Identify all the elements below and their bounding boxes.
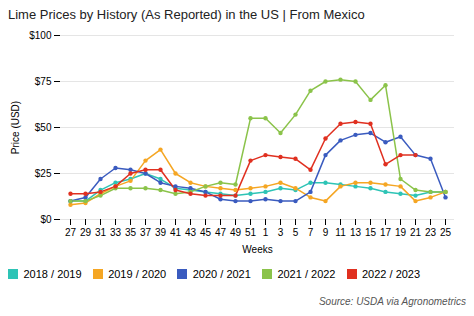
svg-text:49: 49 (230, 227, 242, 238)
svg-text:9: 9 (323, 227, 329, 238)
svg-text:11: 11 (335, 227, 346, 238)
svg-text:$75: $75 (35, 76, 52, 87)
svg-text:25: 25 (440, 227, 452, 238)
svg-text:Weeks: Weeks (242, 244, 272, 255)
svg-text:Price (USD): Price (USD) (10, 101, 21, 154)
html-text:2020 / 2021: 2020 / 2021 (192, 267, 251, 280)
svg-text:19: 19 (395, 227, 407, 238)
svg-text:$100: $100 (29, 30, 52, 41)
html-text:2021 / 2022: 2021 / 2022 (277, 267, 336, 280)
svg-text:35: 35 (125, 227, 137, 238)
svg-text:47: 47 (215, 227, 227, 238)
svg-text:5: 5 (293, 227, 299, 238)
html-text:2018 / 2019: 2018 / 2019 (23, 267, 82, 280)
svg-text:17: 17 (380, 227, 392, 238)
svg-text:39: 39 (155, 227, 167, 238)
svg-text:3: 3 (278, 227, 284, 238)
svg-text:31: 31 (95, 227, 107, 238)
svg-text:$0: $0 (40, 214, 52, 225)
html-text:Source: USDA via Agronometrics: Source: USDA via Agronometrics (318, 295, 466, 307)
svg-text:27: 27 (65, 227, 77, 238)
svg-text:41: 41 (170, 227, 182, 238)
svg-text:15: 15 (365, 227, 377, 238)
svg-text:29: 29 (80, 227, 92, 238)
html-text:2022 / 2023: 2022 / 2023 (362, 267, 421, 280)
svg-text:$25: $25 (35, 168, 52, 179)
svg-text:37: 37 (140, 227, 152, 238)
svg-text:7: 7 (308, 227, 314, 238)
svg-text:45: 45 (200, 227, 212, 238)
html-text:2019 / 2020: 2019 / 2020 (108, 267, 167, 280)
html-text:Lime Prices by History (As Rep: Lime Prices by History (As Reported) in … (8, 7, 365, 22)
svg-text:$50: $50 (35, 122, 52, 133)
svg-text:13: 13 (350, 227, 362, 238)
svg-text:1: 1 (263, 227, 269, 238)
svg-text:33: 33 (110, 227, 122, 238)
svg-text:43: 43 (185, 227, 197, 238)
svg-text:51: 51 (245, 227, 257, 238)
svg-text:23: 23 (425, 227, 437, 238)
svg-text:21: 21 (410, 227, 422, 238)
